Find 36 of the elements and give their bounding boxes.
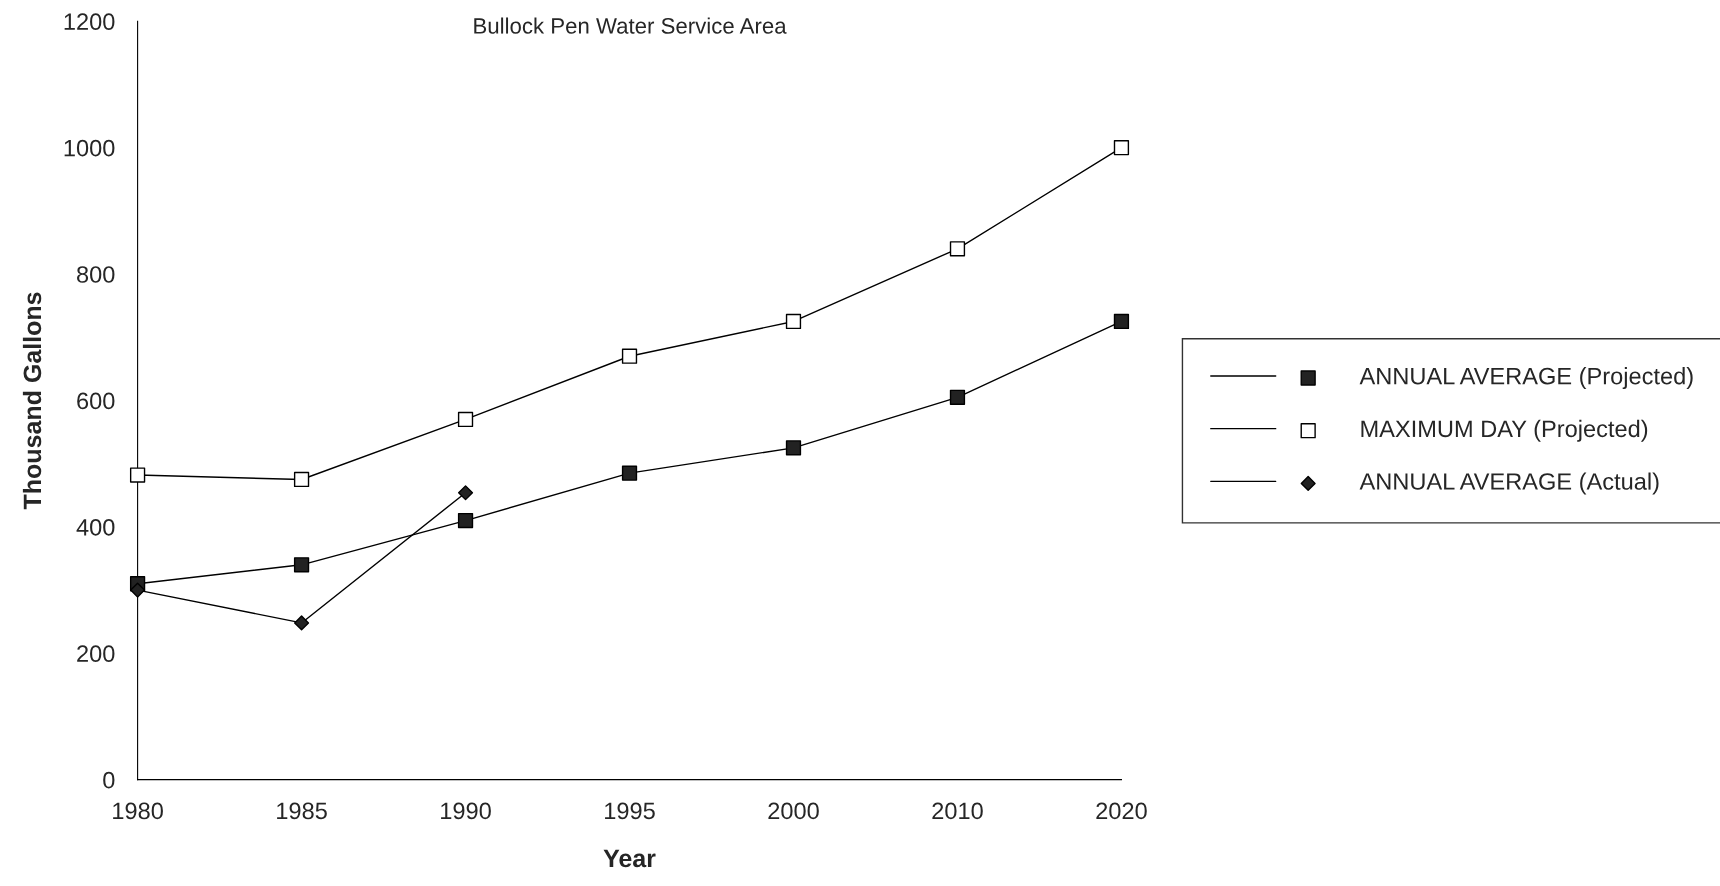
point xyxy=(457,485,474,501)
y-tick-label: 1000 xyxy=(64,139,115,157)
chart-title: Bullock Pen Water Service Area xyxy=(474,17,787,34)
point xyxy=(293,557,310,573)
x-tick-label: 1995 xyxy=(605,802,655,820)
legend-label: ANNUAL AVERAGE (Projected) xyxy=(1359,367,1693,390)
y-tick-label: 0 xyxy=(103,771,115,789)
point xyxy=(1113,140,1130,156)
point xyxy=(130,582,146,598)
point xyxy=(785,313,802,330)
point xyxy=(785,440,802,456)
point xyxy=(621,465,638,481)
x-tick-label: 1990 xyxy=(441,802,491,820)
point xyxy=(129,467,146,483)
point xyxy=(294,615,310,631)
y-axis-title: Thousand Gallons xyxy=(22,292,42,510)
point xyxy=(949,389,966,405)
y-tick-label: 400 xyxy=(76,518,115,536)
point xyxy=(293,471,310,488)
point xyxy=(621,348,638,364)
y-tick-label: 1200 xyxy=(64,13,115,31)
x-tick-label: 2000 xyxy=(768,802,819,820)
legend-label: ANNUAL AVERAGE (Actual) xyxy=(1359,472,1659,495)
x-tick-label: 1985 xyxy=(277,802,327,820)
y-tick-label: 800 xyxy=(77,266,115,283)
x-tick-label: 2020 xyxy=(1096,802,1147,820)
x-tick-label: 2010 xyxy=(932,802,983,820)
point xyxy=(457,512,474,529)
x-axis-title: Year xyxy=(603,849,656,868)
point xyxy=(457,411,474,428)
legend-label: MAXIMUM DAY (Projected) xyxy=(1361,419,1648,442)
y-tick-label: 600 xyxy=(77,392,115,410)
point xyxy=(1113,313,1130,330)
point xyxy=(949,241,966,257)
x-tick-label: 1980 xyxy=(113,802,163,820)
y-tick-label: 200 xyxy=(77,645,115,663)
